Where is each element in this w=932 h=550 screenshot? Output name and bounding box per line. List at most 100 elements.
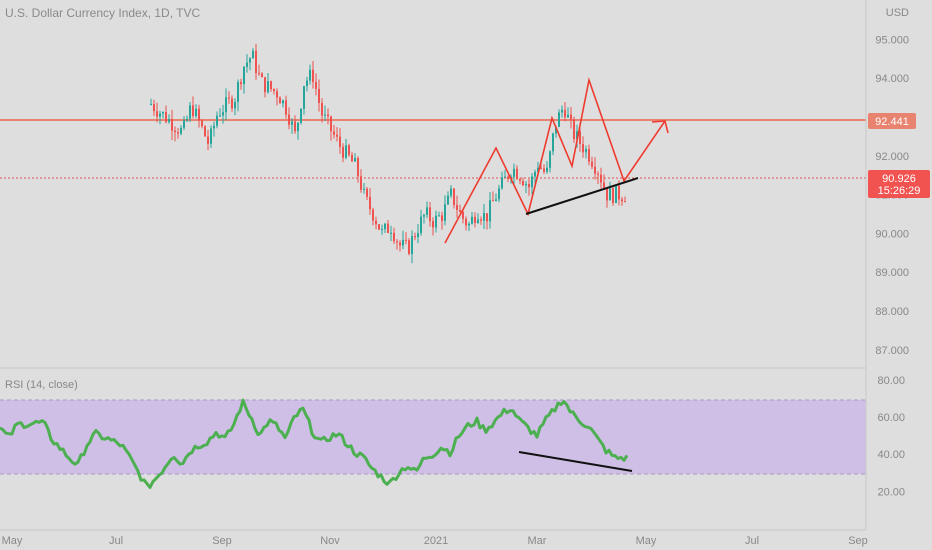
price-trendline[interactable] <box>525 177 639 215</box>
candle-body <box>282 100 284 104</box>
candle-body <box>582 144 584 153</box>
candle-body <box>393 232 395 242</box>
candle-body <box>249 58 251 63</box>
candle-body <box>486 213 488 222</box>
candle-body <box>528 183 530 188</box>
price-tick-label: 95.000 <box>875 34 909 46</box>
rsi-tick-label: 60.00 <box>877 412 905 424</box>
countdown-label: 15:26:29 <box>878 185 921 197</box>
candle-body <box>513 168 515 177</box>
last-price-label: 90.926 <box>882 173 916 185</box>
candle-body <box>306 80 308 87</box>
candle-body <box>243 66 245 85</box>
candle-body <box>204 126 206 137</box>
candle-body <box>507 176 509 179</box>
candle-body <box>273 89 275 92</box>
candle-body <box>231 98 233 109</box>
candle-body <box>213 125 215 129</box>
candle-body <box>558 112 560 127</box>
candle-body <box>156 111 158 117</box>
candle-body <box>183 120 185 128</box>
candle-body <box>621 199 623 202</box>
candle-body <box>276 91 278 98</box>
zigzag-drawing[interactable] <box>444 76 666 244</box>
candle-body <box>270 81 272 90</box>
candle-body <box>309 69 311 81</box>
candle-body <box>489 200 491 222</box>
candle-body <box>357 157 359 177</box>
candle-body <box>456 205 458 210</box>
candle-body <box>411 236 413 254</box>
candle-body <box>516 168 518 180</box>
price-tick-label: 89.000 <box>875 267 909 279</box>
candle-body <box>441 215 443 221</box>
candle-body <box>354 157 356 162</box>
candle-body <box>567 114 569 118</box>
candle-body <box>474 216 476 223</box>
candle-body <box>246 62 248 67</box>
candle-body <box>294 121 296 132</box>
candle-body <box>378 224 380 230</box>
candle-body <box>405 239 407 241</box>
chart-title: U.S. Dollar Currency Index, 1D, TVC <box>5 6 201 20</box>
candle-body <box>312 69 314 83</box>
candle-body <box>462 212 464 219</box>
candle-body <box>420 216 422 234</box>
candle-body <box>264 77 266 93</box>
candle-body <box>573 119 575 140</box>
candle-body <box>408 240 410 254</box>
candle-body <box>225 97 227 113</box>
time-tick-label: May <box>2 535 23 547</box>
time-tick-label: Nov <box>320 535 340 547</box>
candle-body <box>153 104 155 112</box>
candle-body <box>360 176 362 190</box>
candle-body <box>492 200 494 202</box>
candle-body <box>588 149 590 162</box>
candle-body <box>501 177 503 189</box>
candle-body <box>303 86 305 109</box>
candle-body <box>546 167 548 172</box>
candle-body <box>570 114 572 120</box>
candle-body <box>435 215 437 228</box>
candle-body <box>279 97 281 104</box>
candle-body <box>609 188 611 201</box>
candle-body <box>339 136 341 147</box>
candle-body <box>603 182 605 188</box>
candle-body <box>600 174 602 183</box>
price-pane[interactable] <box>0 0 866 368</box>
candle-body <box>561 109 563 113</box>
candle-body <box>345 145 347 158</box>
candle-body <box>171 119 173 131</box>
time-tick-label: Jul <box>109 535 123 547</box>
candle-body <box>258 73 260 75</box>
candle-body <box>402 239 404 246</box>
candle-body <box>192 105 194 117</box>
candle-body <box>327 114 329 117</box>
price-tick-label: 94.000 <box>875 73 909 85</box>
candle-body <box>591 161 593 167</box>
level-price-tag <box>868 113 916 129</box>
time-axis[interactable]: May Jul Sep Nov 2021 Mar May Jul Sep <box>0 529 932 550</box>
candle-body <box>519 179 521 181</box>
candle-body <box>237 82 239 102</box>
rsi-trendline[interactable] <box>518 451 633 472</box>
candle-body <box>348 145 350 155</box>
candle-body <box>219 115 221 117</box>
candle-body <box>381 229 383 231</box>
time-tick-label: Mar <box>528 535 547 547</box>
rsi-pane[interactable]: RSI (14, close) <box>0 379 866 489</box>
candle-body <box>537 167 539 173</box>
candle-body <box>375 220 377 225</box>
candle-body <box>414 236 416 238</box>
candle-body <box>525 183 527 186</box>
last-price-tag <box>868 170 930 198</box>
price-axis[interactable]: USD 95.00094.00093.00092.00091.00090.000… <box>865 0 932 530</box>
candle-body <box>450 188 452 196</box>
candle-body <box>579 131 581 145</box>
candle-body <box>396 241 398 243</box>
candle-body <box>618 185 620 200</box>
time-tick-label: Sep <box>848 535 868 547</box>
candle-body <box>555 126 557 134</box>
candle-body <box>198 108 200 121</box>
